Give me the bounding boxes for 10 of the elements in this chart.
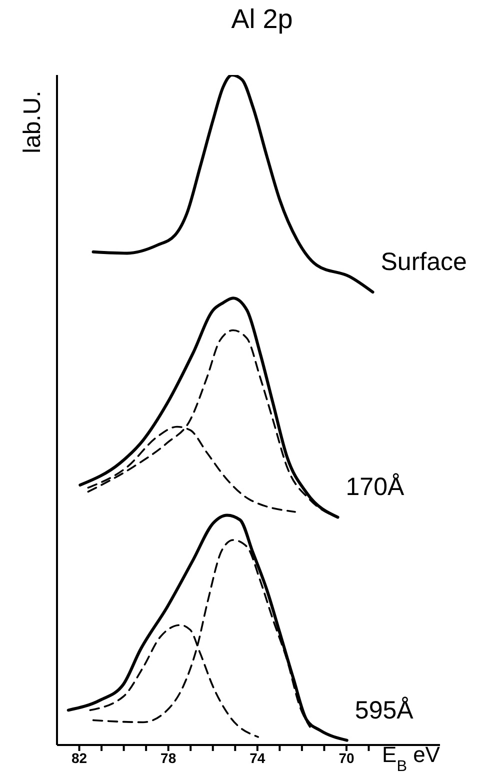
- series-label: Surface: [380, 248, 467, 276]
- series-label: 170Å: [346, 473, 405, 502]
- y-axis-title: lab.U.: [19, 90, 46, 154]
- x-tick-label: 82: [71, 750, 88, 766]
- x-axis-title: E$_{B}$ eV: [382, 742, 440, 774]
- x-tick-label: 70: [338, 750, 354, 766]
- x-tick-label: 78: [160, 750, 176, 766]
- x-tick-label: 74: [250, 750, 266, 766]
- series-label: 595Å: [354, 696, 414, 724]
- chart-title: Al 2p: [230, 4, 294, 35]
